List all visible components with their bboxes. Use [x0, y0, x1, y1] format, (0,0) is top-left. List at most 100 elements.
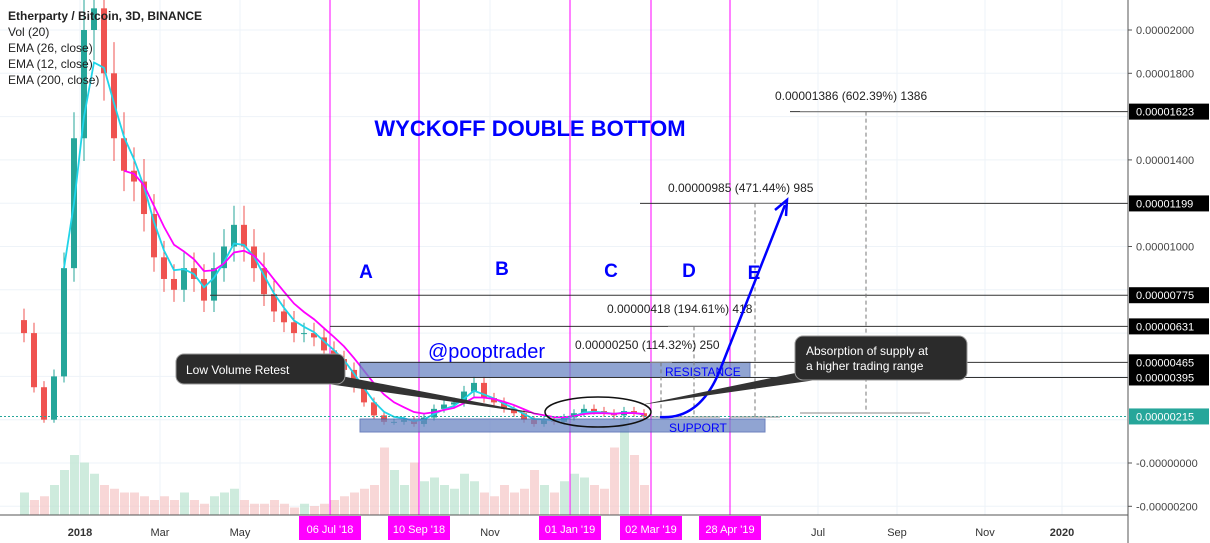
- date-marker-label: 01 Jan '19: [545, 524, 595, 536]
- callout-box-left: [175, 353, 346, 385]
- candle-body: [581, 408, 587, 414]
- volume-bar: [100, 485, 109, 515]
- candle-body: [221, 246, 227, 269]
- indicator-ema-200[interactable]: EMA (200, close): [8, 73, 100, 87]
- volume-bar: [290, 507, 299, 515]
- callout-pointer-right: [640, 370, 830, 405]
- candle-body: [91, 8, 97, 30]
- support-label: SUPPORT: [669, 421, 727, 435]
- candle-body: [281, 311, 287, 323]
- level-price-label: 0.00000215: [1136, 411, 1194, 423]
- candle-body: [241, 224, 247, 247]
- candle-body: [201, 278, 207, 301]
- volume-bar: [540, 485, 549, 515]
- volume-bar: [30, 500, 39, 515]
- volume-bar: [270, 500, 279, 515]
- candle-body: [321, 337, 327, 351]
- volume-bar: [260, 503, 269, 515]
- volume-bar: [220, 492, 229, 515]
- volume-bar: [430, 477, 439, 515]
- callout-text-right-2: a higher trading range: [806, 359, 924, 373]
- date-marker-label: 02 Mar '19: [625, 524, 677, 536]
- volume-bar: [280, 503, 289, 515]
- volume-bar: [360, 488, 369, 515]
- level-price-tag: [1129, 287, 1209, 304]
- phase-label-a: A: [359, 262, 373, 283]
- candle-body: [511, 408, 517, 414]
- volume-bar: [400, 485, 409, 515]
- volume-bar: [60, 470, 69, 515]
- measure-label: 0.00001386 (602.39%) 1386: [775, 89, 927, 103]
- x-tick-label: 2018: [68, 527, 92, 539]
- volume-bar: [200, 503, 209, 515]
- candle-body: [271, 294, 277, 312]
- volume-bar: [410, 462, 419, 515]
- candle-body: [21, 320, 27, 334]
- volume-bar: [530, 470, 539, 515]
- volume-bar: [380, 447, 389, 515]
- symbol-title: Etherparty / Bitcoin, 3D, BINANCE: [8, 9, 203, 23]
- volume-bar: [250, 503, 259, 515]
- indicator-ema-12[interactable]: EMA (12, close): [8, 57, 93, 71]
- indicator-volume[interactable]: Vol (20): [8, 25, 50, 39]
- resistance-label: RESISTANCE: [665, 365, 741, 379]
- ema-26-line: [123, 169, 645, 419]
- candle-body: [41, 387, 47, 420]
- volume-bar: [50, 485, 59, 515]
- level-price-tag: [1129, 195, 1209, 212]
- volume-bar: [90, 473, 99, 515]
- date-marker-tag: [388, 516, 450, 540]
- candle-body: [291, 322, 297, 334]
- volume-bar: [550, 492, 559, 515]
- indicator-ema-26[interactable]: EMA (26, close): [8, 41, 93, 55]
- phase-label-b: B: [495, 259, 509, 280]
- support-zone: [359, 418, 766, 433]
- date-marker-tag: [699, 516, 761, 540]
- volume-bar: [620, 417, 629, 515]
- volume-bar: [580, 477, 589, 515]
- level-price-label: 0.00000465: [1136, 357, 1194, 369]
- candle-body: [361, 387, 367, 403]
- chart-title: WYCKOFF DOUBLE BOTTOM: [374, 116, 685, 141]
- volume-bar: [610, 447, 619, 515]
- level-price-label: 0.00000395: [1136, 372, 1194, 384]
- candle-body: [461, 391, 467, 403]
- volume-bar: [490, 496, 499, 515]
- candle-body: [471, 382, 477, 392]
- volume-bar: [150, 500, 159, 515]
- volume-bar: [40, 496, 49, 515]
- date-marker-tag: [620, 516, 682, 540]
- volume-bar: [370, 485, 379, 515]
- y-tick-label: 0.00001800: [1136, 68, 1194, 80]
- level-price-tag: [1129, 318, 1209, 335]
- candle-body: [451, 402, 457, 405]
- volume-bar: [140, 496, 149, 515]
- volume-bar: [440, 485, 449, 515]
- volume-bar: [20, 492, 29, 515]
- level-price-tag: [1129, 354, 1209, 371]
- signature: @pooptrader: [428, 341, 545, 363]
- x-tick-label: Sep: [887, 527, 907, 539]
- absorption-ellipse: [544, 396, 652, 428]
- y-tick-label: 0.00001400: [1136, 155, 1194, 167]
- level-price-label: 0.00000775: [1136, 290, 1194, 302]
- x-tick-label: Mar: [151, 527, 170, 539]
- volume-bar: [190, 500, 199, 515]
- x-tick-label: Nov: [480, 527, 500, 539]
- candle-body: [231, 224, 237, 247]
- volume-bar: [570, 473, 579, 515]
- volume-bar: [560, 481, 569, 515]
- candle-body: [301, 333, 307, 335]
- x-tick-label: 2020: [1050, 527, 1074, 539]
- level-price-tag: [1129, 369, 1209, 386]
- candle-body: [481, 382, 487, 399]
- chart-legend: Etherparty / Bitcoin, 3D, BINANCE Vol (2…: [8, 8, 202, 88]
- phase-label-c: C: [604, 261, 618, 282]
- volume-bar: [160, 496, 169, 515]
- volume-bar: [80, 462, 89, 515]
- volume-bar: [350, 492, 359, 515]
- volume-bar: [330, 500, 339, 515]
- x-tick-label: May: [230, 527, 251, 539]
- volume-bar: [510, 492, 519, 515]
